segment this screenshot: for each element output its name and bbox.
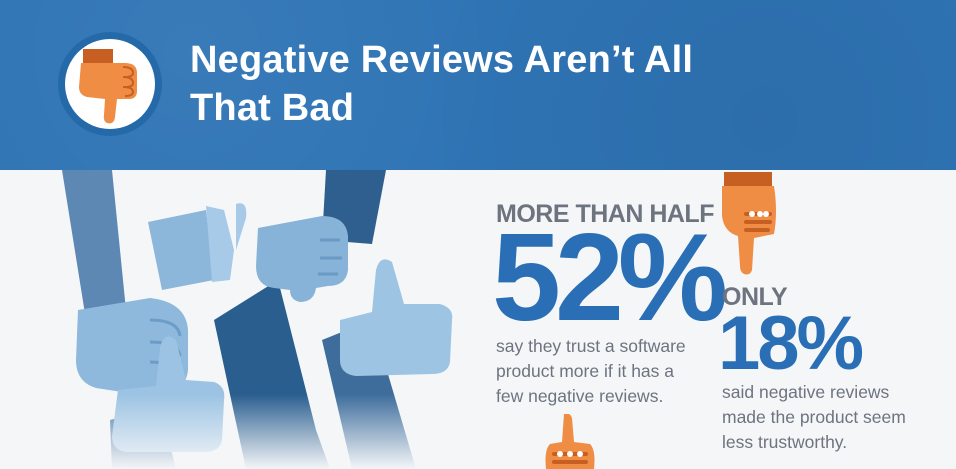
stat-2-description: said negative reviews made the product s… [722, 380, 942, 455]
stat-1-desc-line: few negative reviews. [496, 386, 664, 406]
title-line-1: Negative Reviews Aren’t All [190, 39, 694, 81]
stat-2-desc-line: made the product seem [722, 407, 906, 427]
header-badge [58, 32, 162, 136]
stat-1-desc-line: product more if it has a [496, 361, 674, 381]
hands-illustration [0, 170, 480, 469]
stat-1-value: 52% [492, 209, 728, 347]
stat-2-label: ONLY [722, 283, 788, 311]
header-banner: Negative Reviews Aren’t All That Bad [0, 0, 956, 170]
stat-2-value: 18% [718, 301, 864, 386]
stat-1-desc-line: say they trust a software [496, 336, 686, 356]
stat-2-desc-line: less trustworthy. [722, 432, 848, 452]
stat-2-desc-line: said negative reviews [722, 382, 890, 402]
stat-1-label: MORE THAN HALF [496, 200, 714, 228]
page-title: Negative Reviews Aren’t All That Bad [190, 36, 830, 132]
pointing-up-hand-icon [545, 414, 595, 469]
thumbs-down-icon [79, 49, 137, 124]
title-line-2: That Bad [190, 87, 355, 129]
pointing-down-hand-icon [722, 172, 776, 275]
stat-1-description: say they trust a software product more i… [496, 334, 711, 409]
badge-circle [65, 39, 155, 129]
